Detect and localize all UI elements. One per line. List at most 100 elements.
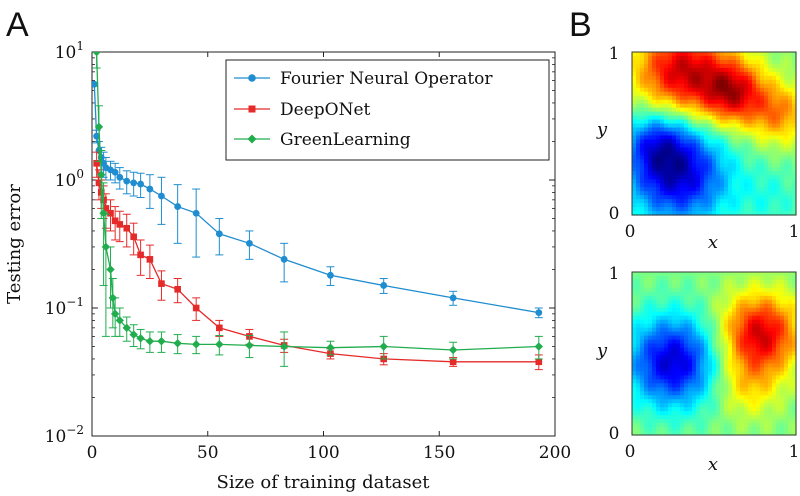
heatmap-cell — [728, 143, 733, 149]
heatmap-cell — [792, 99, 797, 105]
heatmap-cell — [740, 119, 745, 125]
heatmap-cell — [756, 155, 761, 160]
heatmap-cell — [692, 411, 697, 416]
heatmap-cell — [664, 171, 669, 176]
heatmap-cell — [680, 331, 685, 337]
heatmap-cell — [704, 383, 709, 388]
heatmap-cell — [632, 87, 637, 93]
heatmap-cell — [780, 199, 785, 204]
heatmap-cell — [688, 303, 693, 309]
heatmap-cell — [692, 155, 697, 160]
heatmap-cell — [760, 391, 765, 396]
heatmap-cell — [720, 135, 725, 141]
heatmap-cell — [792, 123, 797, 129]
heatmap-cell — [684, 371, 689, 376]
heatmap-cell — [788, 287, 793, 293]
heatmap-cell — [768, 171, 773, 176]
heatmap-cell — [684, 311, 689, 317]
heatmap-cell — [780, 147, 785, 152]
heatmap-cell — [648, 195, 653, 200]
heatmap-cell — [632, 423, 637, 428]
heatmap-cell — [744, 291, 749, 297]
heatmap-cell — [688, 323, 693, 329]
heatmap-cell — [656, 52, 661, 57]
heatmap-cell — [776, 63, 781, 69]
heatmap-cell — [728, 203, 733, 208]
heatmap-cell — [640, 159, 645, 164]
heatmap-cell — [764, 371, 769, 376]
heatmap-cell — [776, 351, 781, 357]
heatmap-cell — [648, 391, 653, 396]
heatmap-cell — [748, 375, 753, 380]
heatmap-cell — [668, 151, 673, 156]
heatmap-cell — [776, 179, 781, 184]
heatmap-cell — [696, 151, 701, 156]
heatmap-cell — [664, 67, 669, 73]
heatmap-cell — [648, 287, 653, 293]
heatmap-cell — [748, 311, 753, 317]
heatmap-cell — [784, 63, 789, 69]
heatmap-cell — [740, 351, 745, 357]
heatmap-cell — [756, 391, 761, 396]
heatmap-cell — [640, 151, 645, 156]
heatmap-cell — [652, 431, 657, 436]
heatmap-cell — [708, 139, 713, 145]
heatmap-cell — [656, 159, 661, 164]
heatmap-cell — [636, 119, 641, 125]
heatmap-cell — [740, 355, 745, 361]
y-tick-label: 100 — [55, 167, 84, 191]
heatmap-cell — [648, 359, 653, 365]
heatmap-cell — [636, 431, 641, 436]
heatmap-cell — [756, 111, 761, 117]
heatmap-cell — [760, 119, 765, 125]
heatmap-cell — [636, 375, 641, 380]
heatmap-cell — [668, 207, 673, 212]
heatmap-cell — [764, 115, 769, 121]
heatmap-cell — [724, 387, 729, 392]
heatmap-cell — [632, 171, 637, 176]
heatmap-cell — [708, 103, 713, 109]
heatmap-cell — [784, 211, 789, 216]
heatmap-cell — [696, 411, 701, 416]
heatmap-cell — [688, 315, 693, 321]
heatmap-cell — [728, 367, 733, 372]
heatmap-cell — [636, 179, 641, 184]
heatmap-cell — [788, 399, 793, 404]
heatmap-cell — [732, 123, 737, 129]
heatmap-cell — [640, 323, 645, 329]
heatmap-cell — [660, 155, 665, 160]
heatmap-cell — [664, 359, 669, 365]
heatmap-cell — [740, 95, 745, 101]
heatmap-cell — [752, 95, 757, 101]
heatmap-cell — [640, 367, 645, 372]
heatmap-cell — [728, 375, 733, 380]
heatmap-cell — [640, 391, 645, 396]
heatmap-cell — [724, 131, 729, 137]
heatmap-cell — [668, 319, 673, 325]
heatmap-cell — [728, 195, 733, 200]
heatmap-cell — [716, 143, 721, 149]
heatmap-cell — [672, 195, 677, 200]
heatmap-cell — [696, 187, 701, 192]
heatmap-cell — [740, 427, 745, 432]
heatmap-cell — [700, 99, 705, 105]
heatmap-cell — [680, 79, 685, 85]
heatmap-cell — [692, 383, 697, 388]
heatmap-cell — [656, 87, 661, 93]
heatmap-cell — [704, 52, 709, 57]
heatmap-cell — [752, 139, 757, 145]
heatmap-cell — [780, 183, 785, 188]
heatmap-cell — [688, 191, 693, 196]
heatmap-cell — [736, 431, 741, 436]
heatmap-cell — [744, 119, 749, 125]
heatmap-cell — [784, 139, 789, 145]
heatmap-cell — [636, 163, 641, 168]
heatmap-cell — [680, 195, 685, 200]
heatmap-cell — [648, 127, 653, 133]
heatmap-cell — [712, 127, 717, 133]
heatmap-cell — [764, 399, 769, 404]
heatmap-cell — [652, 399, 657, 404]
heatmap-cell — [728, 272, 733, 277]
heatmap-cell — [640, 191, 645, 196]
heatmap-cell — [648, 379, 653, 384]
